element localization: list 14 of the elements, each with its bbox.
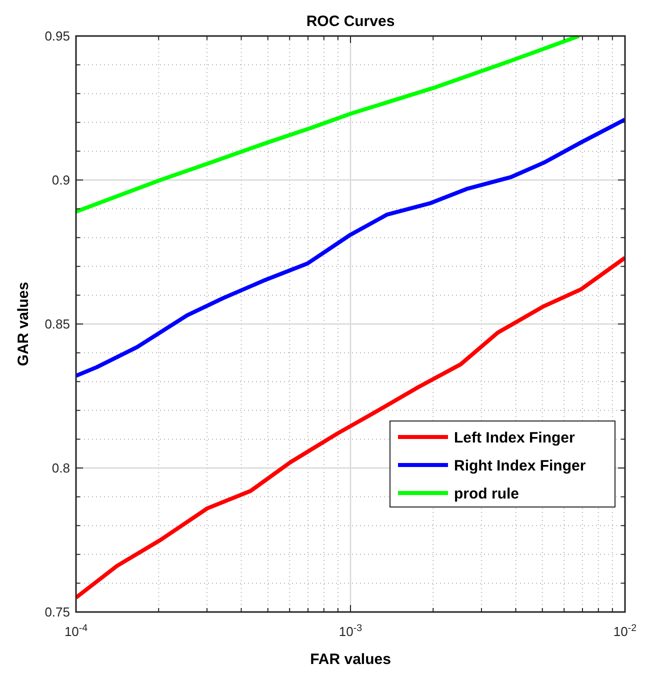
legend-label: Left Index Finger (454, 429, 576, 446)
y-tick-label: 0.75 (44, 604, 70, 620)
y-axis-title: GAR values (15, 282, 32, 366)
y-tick-label: 0.85 (44, 316, 70, 332)
y-tick-label: 0.8 (52, 460, 70, 476)
legend-label: prod rule (454, 485, 520, 502)
x-tick-label: 10$^{-2}$ (613, 622, 637, 639)
x-tick-label: 10$^{-3}$ (338, 622, 362, 639)
legend-label: Right Index Finger (454, 457, 586, 474)
chart-title: ROC Curves (306, 13, 395, 30)
y-tick-label: 0.9 (52, 172, 70, 188)
x-axis-title: FAR values (310, 651, 391, 668)
x-tick-label: 10$^{-4}$ (64, 622, 88, 639)
y-tick-label: 0.95 (44, 28, 70, 44)
